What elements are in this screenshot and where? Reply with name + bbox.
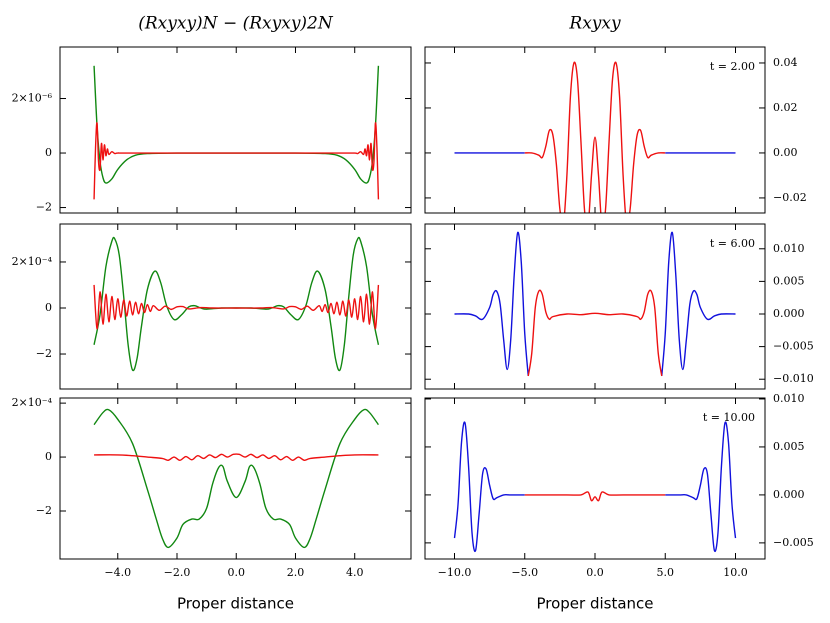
y-tick-label: 0.010 bbox=[773, 242, 805, 255]
curve bbox=[661, 231, 736, 377]
curve bbox=[527, 289, 663, 377]
y-tick-label: 0.005 bbox=[773, 274, 805, 287]
y-tick-label: 0.00 bbox=[773, 146, 798, 159]
curve bbox=[454, 231, 529, 377]
x-axis-label: Proper distance bbox=[177, 595, 294, 613]
curve bbox=[93, 284, 380, 330]
y-tick-label: 2×10⁻⁶ bbox=[12, 92, 53, 105]
annotation: t = 2.00 bbox=[710, 60, 755, 73]
x-tick-label: 2.0 bbox=[287, 566, 305, 579]
plot-frame bbox=[59, 46, 412, 214]
x-tick-label: −4.0 bbox=[104, 566, 131, 579]
y-tick-label: −0.005 bbox=[773, 536, 814, 549]
curve bbox=[93, 65, 380, 184]
curve bbox=[524, 61, 666, 213]
y-tick-label: −0.005 bbox=[773, 340, 814, 353]
y-tick-label: 0 bbox=[45, 450, 52, 463]
curve bbox=[93, 122, 380, 200]
curve bbox=[524, 491, 666, 502]
y-tick-label: 0 bbox=[45, 301, 52, 314]
x-tick-label: −10.0 bbox=[438, 566, 472, 579]
x-tick-label: −2.0 bbox=[164, 566, 191, 579]
x-tick-label: −5.0 bbox=[511, 566, 538, 579]
x-tick-label: 10.0 bbox=[723, 566, 748, 579]
curve bbox=[93, 408, 379, 549]
y-tick-label: −0.02 bbox=[773, 191, 807, 204]
y-tick-label: 0.02 bbox=[773, 101, 798, 114]
y-tick-label: −2 bbox=[36, 504, 52, 517]
curve bbox=[94, 453, 379, 462]
y-tick-label: 0.000 bbox=[773, 488, 805, 501]
y-tick-label: 2×10⁻⁴ bbox=[12, 255, 53, 268]
y-tick-label: 0 bbox=[45, 146, 52, 159]
y-tick-label: 0.005 bbox=[773, 440, 805, 453]
curve bbox=[453, 421, 525, 553]
y-tick-label: −2 bbox=[36, 201, 52, 214]
annotation: t = 10.00 bbox=[703, 411, 755, 424]
y-tick-label: −0.010 bbox=[773, 372, 814, 385]
annotation: t = 6.00 bbox=[710, 237, 755, 250]
plot-frame bbox=[59, 397, 412, 560]
x-tick-label: 4.0 bbox=[346, 566, 364, 579]
curve bbox=[665, 421, 737, 553]
y-tick-label: 0.000 bbox=[773, 307, 805, 320]
y-tick-label: 0.04 bbox=[773, 56, 798, 69]
panel-title: Rxyxy bbox=[568, 14, 621, 34]
x-tick-label: 5.0 bbox=[656, 566, 674, 579]
panel-title: (Rxyxy)N − (Rxyxy)2N bbox=[138, 14, 334, 34]
plot-frame bbox=[59, 223, 412, 390]
x-tick-label: 0.0 bbox=[586, 566, 604, 579]
y-tick-label: 0.010 bbox=[773, 392, 805, 405]
x-tick-label: 0.0 bbox=[227, 566, 245, 579]
x-axis-label: Proper distance bbox=[536, 595, 653, 613]
y-tick-label: 2×10⁻⁴ bbox=[12, 396, 53, 409]
y-tick-label: −2 bbox=[36, 347, 52, 360]
